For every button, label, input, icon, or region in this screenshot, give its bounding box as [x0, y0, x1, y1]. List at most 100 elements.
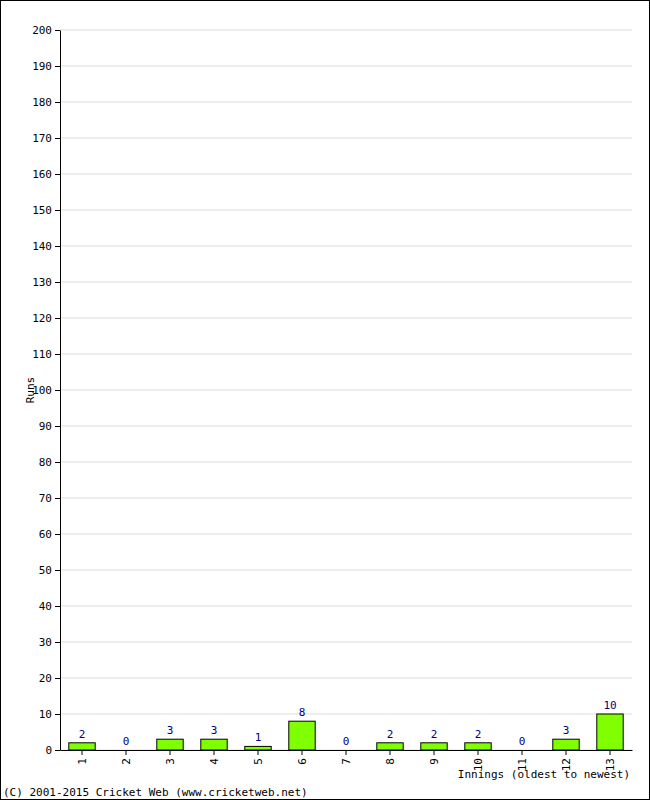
- x-tick-mark: [170, 750, 171, 755]
- y-tick-label: 180: [32, 96, 52, 109]
- annotation: (C) 2001-2015 Cricket Web (www.cricketwe…: [3, 786, 308, 799]
- y-tick-mark: [55, 246, 60, 247]
- data-label: 0: [343, 735, 350, 748]
- y-tick-mark: [55, 282, 60, 283]
- data-label: 0: [519, 735, 526, 748]
- grid-line: [60, 102, 632, 103]
- y-tick: 70: [39, 492, 60, 505]
- plot: 0102030405060708090100110120130140150160…: [32, 24, 632, 771]
- y-tick: 110: [32, 348, 60, 361]
- data-label: 2: [475, 728, 482, 741]
- data-labels: 20331802220310: [79, 699, 617, 748]
- y-tick-label: 130: [32, 276, 52, 289]
- y-tick-mark: [55, 678, 60, 679]
- y-tick-label: 140: [32, 240, 52, 253]
- y-tick: 20: [39, 672, 60, 685]
- y-axis-title: Runs: [24, 377, 37, 404]
- y-tick: 200: [32, 24, 60, 37]
- y-tick: 130: [32, 276, 60, 289]
- y-axis-line: [60, 31, 61, 751]
- grid-line: [60, 606, 632, 607]
- bar: [333, 750, 359, 751]
- grid-line: [60, 282, 632, 283]
- data-label: 8: [299, 706, 306, 719]
- data-label: 1: [255, 731, 262, 744]
- y-tick-mark: [55, 138, 60, 139]
- y-tick-mark: [55, 570, 60, 571]
- y-tick-mark: [55, 174, 60, 175]
- x-tick: 8: [384, 750, 397, 765]
- y-tick-label: 70: [39, 492, 52, 505]
- grid-line: [60, 30, 632, 31]
- x-tick-mark: [302, 750, 303, 755]
- y-tick-mark: [55, 642, 60, 643]
- x-tick-mark: [522, 750, 523, 755]
- y-tick-label: 20: [39, 672, 52, 685]
- x-tick: 3: [164, 750, 177, 765]
- grid-line: [60, 210, 632, 211]
- grid-line: [60, 174, 632, 175]
- y-tick-mark: [55, 66, 60, 67]
- grid-line: [60, 570, 632, 571]
- y-tick: 30: [39, 636, 60, 649]
- y-tick-label: 110: [32, 348, 52, 361]
- y-tick-mark: [55, 426, 60, 427]
- y-tick: 160: [32, 168, 60, 181]
- y-tick-mark: [55, 714, 60, 715]
- bar: [465, 743, 491, 750]
- bar: [553, 739, 579, 750]
- y-tick: 140: [32, 240, 60, 253]
- x-tick: 4: [208, 750, 221, 765]
- y-tick-mark: [55, 498, 60, 499]
- y-tick: 80: [39, 456, 60, 469]
- grid: [60, 30, 632, 750]
- data-label: 3: [167, 724, 174, 737]
- grid-line: [60, 462, 632, 463]
- x-tick-mark: [478, 750, 479, 755]
- grid-line: [60, 390, 632, 391]
- grid-line: [60, 498, 632, 499]
- x-tick: 5: [252, 750, 265, 765]
- x-tick-mark: [126, 750, 127, 755]
- y-tick-mark: [55, 30, 60, 31]
- bar: [69, 743, 95, 750]
- x-tick-mark: [566, 750, 567, 755]
- y-tick-label: 80: [39, 456, 52, 469]
- grid-line: [60, 714, 632, 715]
- y-tick: 190: [32, 60, 60, 73]
- data-label: 2: [431, 728, 438, 741]
- chart: 0102030405060708090100110120130140150160…: [0, 0, 650, 800]
- x-tick-mark: [346, 750, 347, 755]
- x-axis-title: Innings (oldest to newest): [458, 768, 630, 781]
- x-tick-mark: [214, 750, 215, 755]
- x-tick: 7: [340, 750, 353, 765]
- y-tick-mark: [55, 534, 60, 535]
- grid-line: [60, 138, 632, 139]
- y-tick-label: 0: [45, 744, 52, 757]
- x-tick-label: 4: [208, 758, 221, 765]
- y-tick: 180: [32, 96, 60, 109]
- grid-line: [60, 66, 632, 67]
- y-tick-label: 190: [32, 60, 52, 73]
- grid-line: [60, 534, 632, 535]
- data-label: 3: [563, 724, 570, 737]
- y-tick-label: 10: [39, 708, 52, 721]
- x-tick-mark: [82, 750, 83, 755]
- x-tick: 6: [296, 750, 309, 765]
- y-tick-label: 60: [39, 528, 52, 541]
- x-tick-mark: [434, 750, 435, 755]
- x-tick-label: 2: [120, 758, 133, 765]
- y-tick-label: 120: [32, 312, 52, 325]
- bars: [69, 714, 623, 750]
- y-tick: 120: [32, 312, 60, 325]
- y-tick-mark: [55, 102, 60, 103]
- grid-line: [60, 678, 632, 679]
- x-tick-label: 1: [76, 758, 89, 765]
- y-tick: 170: [32, 132, 60, 145]
- y-tick: 150: [32, 204, 60, 217]
- y-tick-label: 90: [39, 420, 52, 433]
- y-tick-label: 40: [39, 600, 52, 613]
- x-tick-label: 5: [252, 758, 265, 765]
- bar: [377, 743, 403, 750]
- y-tick-mark: [55, 462, 60, 463]
